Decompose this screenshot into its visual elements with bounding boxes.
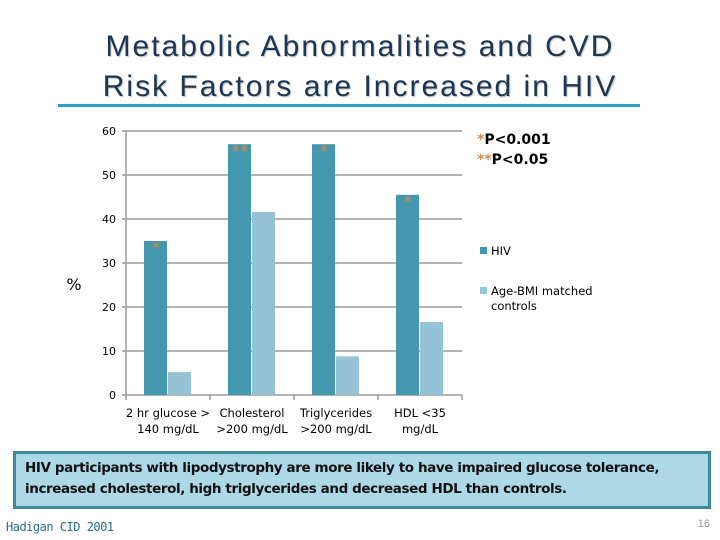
slide-title-line-1: Metabolic Abnormalities and CVD	[105, 30, 615, 63]
x-category-label: >200 mg/dL	[216, 422, 288, 436]
legend-label: controls	[491, 299, 537, 313]
bar-hiv	[396, 194, 419, 395]
footnote-text: P<0.001	[484, 132, 550, 148]
y-tick-label: 40	[102, 213, 116, 226]
footnote-text: P<0.05	[492, 152, 549, 168]
y-tick-label: 50	[102, 169, 116, 182]
significance-marker: **	[232, 142, 249, 162]
x-category-label: 140 mg/dL	[137, 422, 199, 436]
legend-swatch	[480, 287, 487, 294]
y-tick-label: 20	[102, 301, 116, 314]
x-category-label: HDL <35	[394, 406, 446, 420]
x-category-label: Triglycerides	[299, 406, 372, 420]
significance-marker: *	[152, 239, 161, 259]
footnote-mark: *	[477, 132, 485, 148]
bar-control	[336, 356, 359, 395]
bar-hiv	[144, 241, 167, 395]
page-number: 16	[697, 518, 710, 530]
bar-control	[168, 372, 191, 395]
x-category-label: 2 hr glucose >	[126, 406, 210, 420]
y-tick-label: 30	[102, 257, 116, 270]
significance-marker: *	[320, 142, 329, 162]
x-category-label: Cholesterol	[220, 406, 285, 420]
y-axis-label: %	[66, 275, 81, 294]
footnote: **P<0.05	[477, 152, 548, 168]
bar-control	[252, 211, 275, 395]
title-divider	[58, 104, 640, 107]
bar-hiv	[228, 144, 251, 395]
y-tick-label: 60	[102, 125, 116, 138]
bar-hiv	[312, 144, 335, 395]
bar-control	[420, 321, 443, 395]
significance-marker: *	[404, 193, 413, 213]
x-category-label: >200 mg/dL	[300, 422, 372, 436]
summary-box: HIV participants with lipodystrophy are …	[13, 451, 711, 509]
legend-swatch	[480, 247, 487, 254]
slide-title-line-2: Risk Factors are Increased in HIV	[102, 70, 618, 103]
x-category-label: mg/dL	[402, 422, 439, 436]
y-tick-label: 0	[109, 389, 116, 402]
legend-label: HIV	[491, 244, 511, 258]
footnote-mark: **	[477, 152, 492, 168]
legend-label: Age-BMI matched	[491, 284, 593, 298]
footnote: *P<0.001	[477, 132, 551, 148]
citation: Hadigan CID 2001	[6, 520, 114, 534]
y-tick-label: 10	[102, 345, 116, 358]
